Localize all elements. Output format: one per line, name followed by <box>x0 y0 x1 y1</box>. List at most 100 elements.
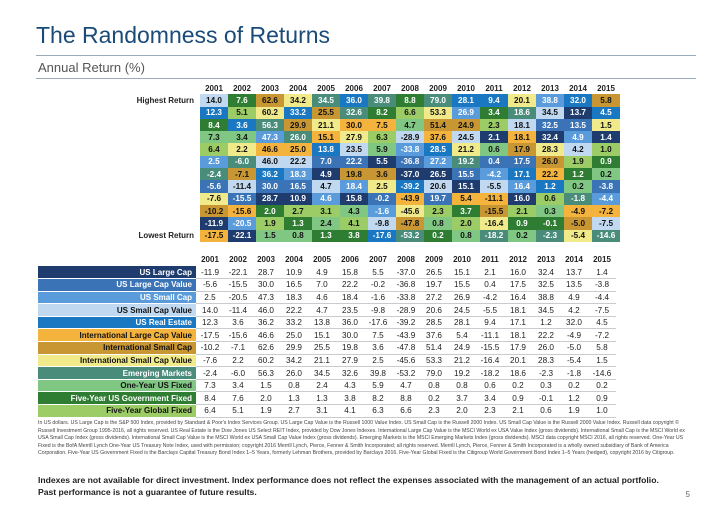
rank-row: Highest Return 14.0 7.6 62.6 34.2 34.5 36.0 39.… <box>38 94 620 107</box>
ranked-return-cell: 6.3 <box>368 131 396 144</box>
ranked-return-cell: 3.6 <box>368 168 396 181</box>
ranked-return-cell: -15.5 <box>480 204 508 218</box>
asset-class-label: International Small Cap Value <box>38 354 196 368</box>
rank-label <box>38 180 200 192</box>
asset-return-cell: 17.1 <box>504 316 532 330</box>
ranked-return-cell: 0.4 <box>480 155 508 169</box>
asset-class-label: US Large Cap Value <box>38 278 196 292</box>
ranked-return-cell: 5.1 <box>228 106 256 119</box>
ranked-return-cell: 1.3 <box>312 229 340 242</box>
asset-return-cell: 0.4 <box>476 278 504 292</box>
ranked-return-cell: 8.2 <box>368 106 396 119</box>
ranked-return-cell: 46.0 <box>256 155 284 169</box>
ranked-return-cell: 26.5 <box>424 168 452 181</box>
ranked-return-cell: -7.2 <box>592 204 620 218</box>
year-header: 2011 <box>481 254 499 264</box>
ranked-return-cell: 15.1 <box>452 180 480 193</box>
ranked-return-cell: 25.5 <box>312 106 340 119</box>
ranked-return-cell: 1.2 <box>564 168 592 181</box>
year-header: 2001 <box>205 83 223 93</box>
ranked-return-cell: 15.5 <box>452 168 480 181</box>
ranked-return-cell: 4.9 <box>564 131 592 144</box>
ranked-return-cell: 79.0 <box>424 94 452 107</box>
asset-return-cell: 3.1 <box>308 404 336 418</box>
asset-return-cell: 17.9 <box>504 341 532 355</box>
asset-return-cell: -22.1 <box>224 266 252 280</box>
asset-return-cell: 32.4 <box>532 266 560 280</box>
asset-return-cell: 4.9 <box>308 266 336 280</box>
asset-return-cell: 25.5 <box>308 341 336 355</box>
ranked-return-cell: 24.9 <box>452 118 480 132</box>
ranked-return-cell: 28.7 <box>256 192 284 205</box>
ranked-return-cell: 1.5 <box>592 118 620 132</box>
title-divider <box>36 55 696 56</box>
asset-return-cell: 0.9 <box>504 391 532 406</box>
asset-return-cell: 18.6 <box>504 366 532 380</box>
ranked-return-cell: 28.5 <box>424 143 452 156</box>
year-header: 2008 <box>397 254 415 264</box>
rank-row: -2.4 -7.1 36.2 18.3 4.9 19.8 3.6 -37.0 26.5 15.5-… <box>38 168 620 181</box>
asset-return-cell: 14.0 <box>196 303 224 317</box>
ranked-return-cell: 13.8 <box>312 143 340 156</box>
asset-return-cell: -9.8 <box>364 303 392 317</box>
ranked-return-cell: 18.4 <box>340 180 368 193</box>
asset-class-row: Five-Year US Government Fixed 8.4 7.6 2.0 1.… <box>38 391 616 406</box>
asset-return-cell: 2.1 <box>504 404 532 418</box>
page-subtitle: Annual Return (%) <box>38 60 145 75</box>
asset-return-cell: 53.3 <box>420 354 448 368</box>
asset-return-cell: 0.2 <box>420 391 448 406</box>
asset-return-cell: 3.6 <box>364 341 392 355</box>
asset-return-cell: -53.2 <box>392 366 420 380</box>
ranked-return-cell: 1.0 <box>592 143 620 156</box>
ranked-return-cell: 21.2 <box>452 143 480 156</box>
year-header: 2005 <box>313 254 331 264</box>
asset-return-cell: 7.0 <box>308 278 336 292</box>
index-source-notes: In US dollars. US Large Cap is the S&P 5… <box>38 420 685 457</box>
asset-return-cell: 9.4 <box>476 316 504 330</box>
asset-class-row: US Large Cap -11.9 -22.1 28.7 10.9 4.9 15.8 5.5… <box>38 266 616 280</box>
ranked-return-cell: 10.9 <box>284 192 312 205</box>
asset-return-cell: -20.5 <box>224 291 252 305</box>
asset-return-cell: 18.4 <box>336 291 364 305</box>
asset-return-cell: 28.7 <box>252 266 280 280</box>
asset-return-cell: -2.4 <box>196 366 224 380</box>
ranked-return-cell: 3.4 <box>480 106 508 119</box>
asset-return-cell: 1.5 <box>252 379 280 393</box>
ranked-return-cell: 5.8 <box>592 94 620 107</box>
asset-return-cell: -36.8 <box>392 278 420 292</box>
ranked-return-cell: 4.6 <box>312 192 340 205</box>
year-header: 2007 <box>369 254 387 264</box>
ranked-return-cell: 32.0 <box>564 94 592 107</box>
asset-return-cell: -43.9 <box>392 328 420 343</box>
year-header: 2004 <box>289 83 307 93</box>
page-title: The Randomness of Returns <box>36 22 331 48</box>
ranked-return-cell: -43.9 <box>396 192 424 205</box>
disclaimer: Indexes are not available for direct inv… <box>38 475 659 498</box>
rank-label <box>38 168 200 180</box>
year-header: 2002 <box>229 254 247 264</box>
ranked-return-cell: 29.9 <box>284 118 312 132</box>
asset-return-cell: 4.2 <box>560 303 588 317</box>
rank-label: Lowest Return <box>138 231 194 241</box>
asset-class-label: US Small Cap Value <box>38 303 196 317</box>
asset-return-cell: 15.8 <box>336 266 364 280</box>
ranked-return-cell: 0.2 <box>592 168 620 181</box>
ranked-return-cell: 0.3 <box>536 204 564 218</box>
asset-return-cell: 62.6 <box>252 341 280 355</box>
ranked-return-cell: 36.0 <box>340 94 368 107</box>
ranked-return-cell: 34.5 <box>536 106 564 119</box>
asset-class-label: Emerging Markets <box>38 366 196 380</box>
asset-return-cell: 34.2 <box>280 354 308 368</box>
asset-return-cell: 16.0 <box>504 266 532 280</box>
asset-return-cell: 2.0 <box>252 391 280 406</box>
ranked-return-cell: 1.9 <box>564 155 592 169</box>
rank-label: Highest Return <box>136 95 194 105</box>
asset-return-cell: -10.2 <box>196 341 224 355</box>
asset-return-cell: 15.1 <box>448 266 476 280</box>
asset-return-cell: 18.1 <box>504 328 532 343</box>
ranked-return-cell: 6.6 <box>396 106 424 119</box>
asset-class-label: Five-Year Global Fixed <box>38 404 196 418</box>
ranked-return-cell: 32.5 <box>536 118 564 132</box>
ranked-return-cell: 20.6 <box>424 180 452 193</box>
asset-return-cell: -11.9 <box>196 266 224 280</box>
